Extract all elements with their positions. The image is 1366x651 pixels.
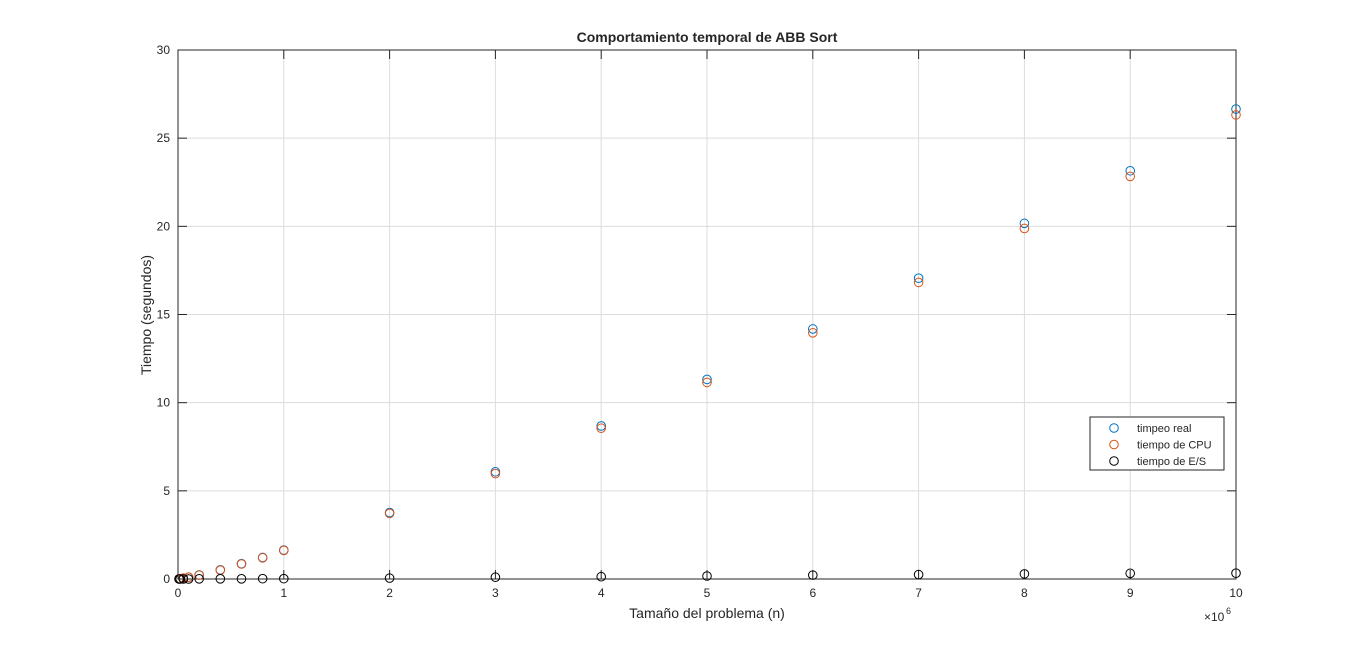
x-tick-label: 2 <box>386 586 393 600</box>
data-point <box>1019 218 1030 229</box>
chart-title: Comportamiento temporal de ABB Sort <box>577 29 838 45</box>
data-point <box>1231 568 1241 578</box>
data-point <box>215 574 226 584</box>
data-point <box>702 571 712 581</box>
data-point <box>236 559 247 569</box>
data-point <box>1019 569 1030 579</box>
legend: timpeo real tiempo de CPU tiempo de E/S <box>1089 416 1225 471</box>
data-point <box>1019 223 1030 234</box>
data-point <box>1125 171 1135 182</box>
data-point <box>384 573 395 583</box>
series-1 <box>174 110 1241 584</box>
x-tick-label: 7 <box>915 586 922 600</box>
y-tick-label: 0 <box>163 572 170 586</box>
legend-marker <box>1109 439 1119 450</box>
data-point <box>596 423 607 434</box>
data-point <box>257 573 268 584</box>
data-point <box>808 570 818 580</box>
data-point <box>490 572 501 583</box>
x-tick-label: 3 <box>492 586 499 600</box>
legend-label: timpeo real <box>1137 423 1191 435</box>
data-point <box>194 570 204 580</box>
data-point <box>702 374 712 385</box>
x-axis-exponent: ×10 6 <box>1204 606 1231 624</box>
x-tick-label: 8 <box>1021 586 1028 600</box>
data-point <box>596 571 607 582</box>
data-point <box>279 545 289 556</box>
y-tick-label: 5 <box>163 484 170 498</box>
data-point <box>702 377 712 388</box>
legend-marker <box>1109 423 1119 433</box>
x-exponent-power: 6 <box>1226 606 1231 616</box>
series-0 <box>174 104 1241 584</box>
data-point <box>178 574 189 584</box>
x-tick-label: 10 <box>1229 586 1243 600</box>
data-point <box>596 421 607 431</box>
data-point <box>490 468 501 479</box>
y-axis-label: Tiempo (segundos) <box>138 255 154 375</box>
data-point <box>384 508 395 519</box>
y-tick-label: 30 <box>157 43 171 57</box>
data-point <box>183 574 194 584</box>
data-point <box>808 328 818 338</box>
data-point <box>1125 568 1135 579</box>
data-point <box>194 574 204 584</box>
data-point <box>808 324 818 334</box>
data-point <box>1231 104 1241 114</box>
x-tick-label: 4 <box>598 586 605 600</box>
data-point <box>1125 165 1135 176</box>
x-axis-label: Tamaño del problema (n) <box>629 605 785 621</box>
y-tick-label: 25 <box>157 131 171 145</box>
y-tick-label: 20 <box>157 219 171 233</box>
legend-marker <box>1109 456 1119 466</box>
grid-lines <box>177 49 1237 580</box>
data-point <box>913 273 924 283</box>
data-point <box>1231 110 1241 120</box>
data-point <box>913 569 924 580</box>
y-tick-label: 10 <box>157 396 171 410</box>
data-point <box>913 277 924 288</box>
data-point <box>257 553 268 563</box>
y-tick-label: 15 <box>157 308 171 322</box>
x-tick-label: 6 <box>809 586 816 600</box>
data-point <box>279 573 289 584</box>
x-tick-label: 9 <box>1127 586 1134 600</box>
legend-label: tiempo de E/S <box>1137 456 1206 468</box>
axis-ticks: 0 1 2 3 4 5 6 7 8 9 10 0 5 10 15 20 25 30 <box>157 43 1243 600</box>
x-tick-label: 5 <box>704 586 711 600</box>
x-tick-label: 0 <box>175 586 182 600</box>
x-exponent-base: ×10 <box>1204 610 1225 624</box>
data-points <box>174 104 1241 584</box>
series-2 <box>174 568 1241 584</box>
data-point <box>215 565 226 575</box>
data-point <box>236 574 247 584</box>
legend-box <box>1089 416 1225 471</box>
legend-label: tiempo de CPU <box>1137 440 1212 452</box>
x-tick-label: 1 <box>280 586 287 600</box>
